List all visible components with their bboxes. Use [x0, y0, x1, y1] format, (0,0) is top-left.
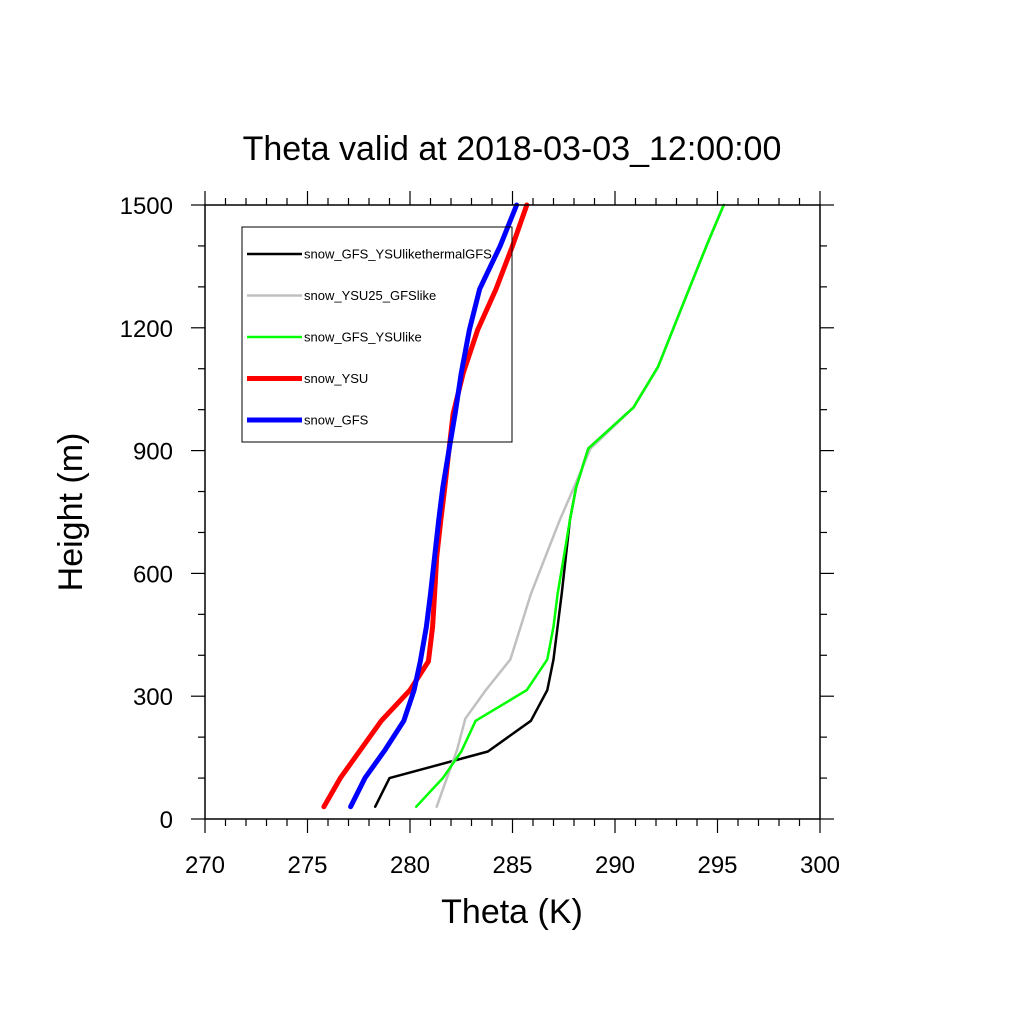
x-tick-label: 285 [492, 852, 532, 879]
y-tick-label: 1500 [120, 193, 173, 220]
axis-ticks: 270 275 280 285 290 295 300 0 300 600 900 1200 1500 [120, 191, 840, 879]
x-tick-label: 275 [287, 852, 327, 879]
legend-label-1: snow_GFS_YSUlikethermalGFS [304, 247, 492, 262]
x-axis-label: Theta (K) [441, 893, 583, 931]
y-tick-label: 1200 [120, 316, 173, 343]
x-tick-label: 295 [697, 852, 737, 879]
legend-label-4: snow_YSU [304, 371, 368, 386]
y-tick-label: 300 [133, 684, 173, 711]
legend-label-2: snow_YSU25_GFSlike [304, 288, 436, 303]
y-tick-label: 0 [160, 807, 173, 834]
chart-title: Theta valid at 2018-03-03_12:00:00 [243, 130, 782, 168]
x-tick-label: 290 [595, 852, 635, 879]
legend: snow_GFS_YSUlikethermalGFS snow_YSU25_GFS… [241, 226, 513, 443]
series-line-5 [348, 202, 520, 810]
x-tick-label: 280 [390, 852, 430, 879]
x-tick-label: 270 [185, 852, 225, 879]
legend-label-3: snow_GFS_YSUlike [304, 330, 422, 345]
x-tick-label: 300 [800, 852, 840, 879]
y-tick-label: 600 [133, 561, 173, 588]
y-tick-label: 900 [133, 439, 173, 466]
series-line-3 [414, 203, 725, 808]
y-axis-label: Height (m) [52, 433, 90, 592]
series-lines [321, 202, 725, 810]
legend-box [241, 226, 513, 443]
legend-label-5: snow_GFS [304, 413, 369, 428]
